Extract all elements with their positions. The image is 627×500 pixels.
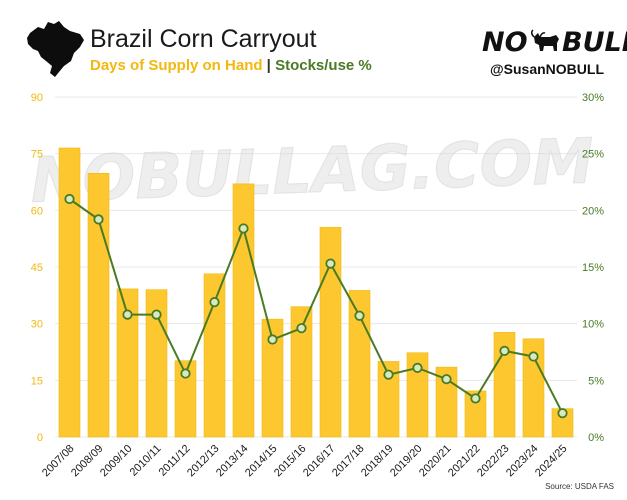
brazil-map-icon [27, 21, 84, 77]
right-axis-tick-label: 10% [582, 319, 604, 331]
chart-title: Brazil Corn Carryout [90, 25, 317, 53]
bar-2019/20 [406, 352, 429, 438]
bar-2016/17 [319, 227, 342, 438]
x-tick-label: 2010/11 [128, 443, 164, 479]
line-series [64, 193, 568, 419]
stocks-use-line [68, 198, 564, 414]
right-axis-tick-label: 25% [582, 149, 604, 161]
bar-2007/08 [58, 147, 81, 438]
stocks-use-point-2008/09 [93, 214, 104, 225]
logo-text-right: BULL [562, 27, 627, 58]
left-axis-tick-label: 75 [31, 149, 43, 161]
stocks-use-point-2024/25 [557, 408, 568, 419]
left-axis-tick-label: 30 [31, 319, 43, 331]
left-axis-tick-label: 60 [31, 205, 43, 217]
stocks-use-point-2020/21 [441, 374, 452, 385]
bar-2011/12 [174, 360, 197, 438]
bar-2009/10 [116, 288, 139, 438]
stocks-use-point-2009/10 [122, 309, 133, 320]
bar-2015/16 [290, 306, 313, 438]
logo-text-left: NO [482, 27, 528, 58]
bar-2021/22 [464, 390, 487, 438]
left-axis-tick-label: 15 [31, 375, 43, 387]
stocks-use-point-2023/24 [528, 351, 539, 362]
right-axis-tick-label: 30% [582, 92, 604, 104]
stocks-use-point-2022/23 [499, 345, 510, 356]
source-note: Source: USDA FAS [545, 482, 614, 491]
stocks-use-point-2021/22 [470, 393, 481, 404]
right-axis-tick-label: 0% [588, 432, 604, 444]
subtitle-stocks-use: Stocks/use % [275, 57, 372, 74]
stocks-use-point-2011/12 [180, 368, 191, 379]
left-axis-tick-label: 0 [37, 432, 43, 444]
stocks-use-point-2019/20 [412, 362, 423, 373]
right-axis: 0% 5% 10% 15% 20% 25% 30% [582, 92, 604, 444]
stocks-use-point-2017/18 [354, 310, 365, 321]
x-axis: 2007/082008/092009/102010/112011/122012/… [40, 443, 570, 480]
stocks-use-point-2015/16 [296, 323, 307, 334]
bar-2014/15 [261, 318, 284, 438]
right-axis-tick-label: 15% [582, 262, 604, 274]
bar-2023/24 [522, 338, 545, 438]
stocks-use-point-2012/13 [209, 297, 220, 308]
bar-2020/21 [435, 366, 458, 438]
left-axis-tick-label: 45 [31, 262, 43, 274]
x-tick-label: 2009/10 [98, 443, 135, 480]
subtitle-separator: | [263, 57, 276, 74]
bar-2018/19 [377, 361, 400, 438]
x-tick-label: 2024/25 [533, 443, 570, 480]
stocks-use-point-2016/17 [325, 258, 336, 269]
twitter-handle: @SusanNOBULL [490, 61, 604, 77]
stocks-use-point-2007/08 [64, 193, 75, 205]
watermark: NOBULLAG.COM [29, 124, 595, 217]
nobull-logo: NO BULL [482, 27, 627, 58]
stocks-use-point-2018/19 [383, 369, 394, 380]
subtitle-days-of-supply: Days of Supply on Hand [90, 57, 263, 74]
left-axis-tick-label: 90 [31, 92, 43, 104]
bar-2013/14 [232, 183, 255, 438]
right-axis-tick-label: 5% [588, 375, 604, 387]
gridlines [55, 96, 577, 438]
stocks-use-point-2014/15 [267, 334, 278, 345]
stocks-use-point-2010/11 [151, 309, 162, 320]
stocks-use-point-2013/14 [238, 223, 249, 234]
right-axis-tick-label: 20% [582, 205, 604, 217]
bull-icon [530, 29, 559, 51]
chart-subtitle: Days of Supply on Hand | Stocks/use % [90, 57, 372, 74]
bar-2008/09 [87, 173, 110, 438]
left-axis: 0 15 30 45 60 75 90 [31, 92, 43, 444]
